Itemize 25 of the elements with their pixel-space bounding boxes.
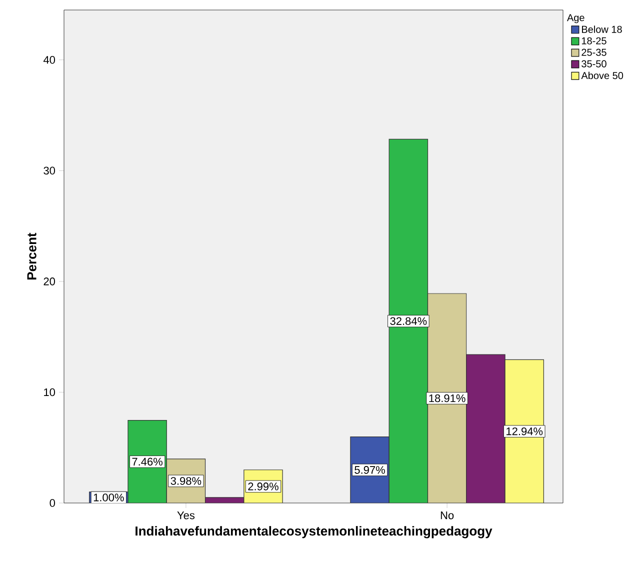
- y-tick-label: 0: [50, 499, 56, 507]
- data-label: 18.91%: [429, 394, 466, 402]
- x-tick-label: No: [440, 512, 454, 520]
- legend-label: Above 50: [581, 72, 624, 80]
- legend-label: 25-35: [582, 48, 606, 56]
- x-tick-label: Yes: [177, 512, 195, 520]
- bar: [427, 293, 467, 503]
- data-label: 5.97%: [354, 466, 385, 474]
- y-tick-label: 40: [43, 56, 56, 64]
- legend-label: Below 18: [582, 26, 622, 33]
- data-label: 1.00%: [94, 494, 124, 502]
- y-tick-label: 20: [44, 278, 56, 286]
- data-label: 32.84%: [390, 317, 427, 325]
- data-label: 3.98%: [170, 477, 202, 485]
- legend-label: 18-25: [582, 37, 606, 44]
- x-axis-title: Indiahavefundamentalecosystemonlineteachingpedagogy: [136, 526, 492, 538]
- data-label: 7.46%: [132, 458, 162, 466]
- bar: [466, 354, 506, 503]
- y-axis-title: Percent: [27, 232, 36, 280]
- y-tick-label: 30: [44, 166, 56, 175]
- legend-label: 35-50: [582, 60, 606, 68]
- data-label: 12.94%: [506, 427, 543, 436]
- legend-title: Age: [566, 14, 584, 24]
- y-tick-label: 10: [44, 388, 56, 396]
- data-label: 2.99%: [248, 482, 278, 490]
